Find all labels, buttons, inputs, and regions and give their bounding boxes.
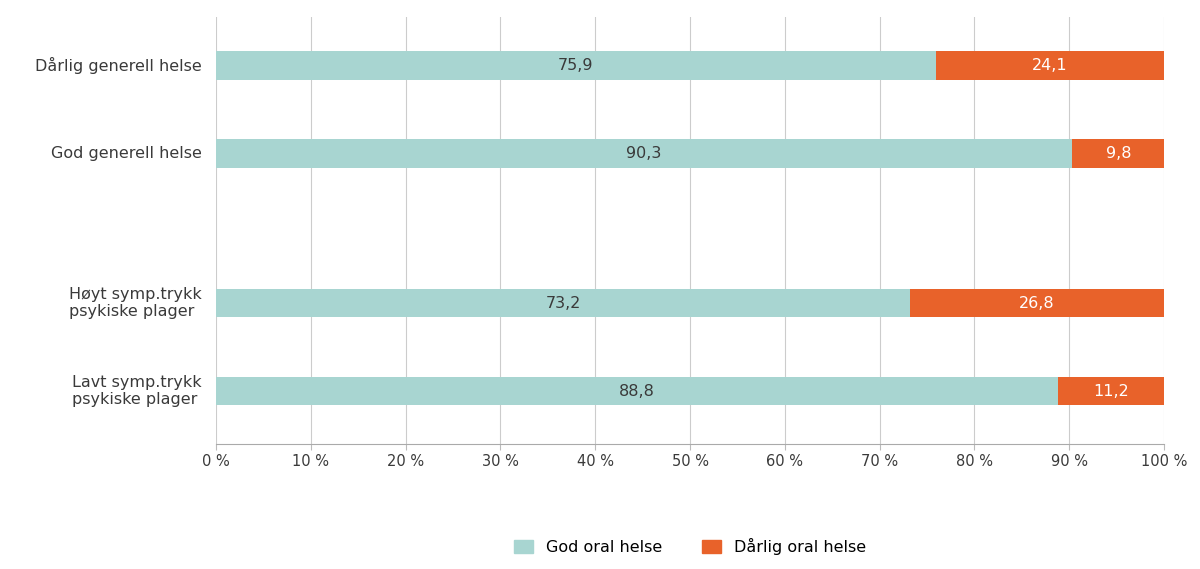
Bar [216,139,1072,167]
Text: 11,2: 11,2 [1093,384,1129,398]
Text: 24,1: 24,1 [1032,58,1068,73]
Text: 73,2: 73,2 [545,295,581,311]
Text: 26,8: 26,8 [1019,295,1055,311]
Legend: God oral helse, Dårlig oral helse: God oral helse, Dårlig oral helse [514,538,866,555]
Bar [216,51,936,80]
Bar [216,289,910,317]
Bar [216,377,1058,405]
Text: 90,3: 90,3 [626,146,661,161]
Bar [936,51,1164,80]
Bar [1058,377,1164,405]
Bar [1072,139,1165,167]
Bar [910,289,1164,317]
Text: 9,8: 9,8 [1105,146,1132,161]
Text: 88,8: 88,8 [619,384,655,398]
Text: 75,9: 75,9 [558,58,594,73]
